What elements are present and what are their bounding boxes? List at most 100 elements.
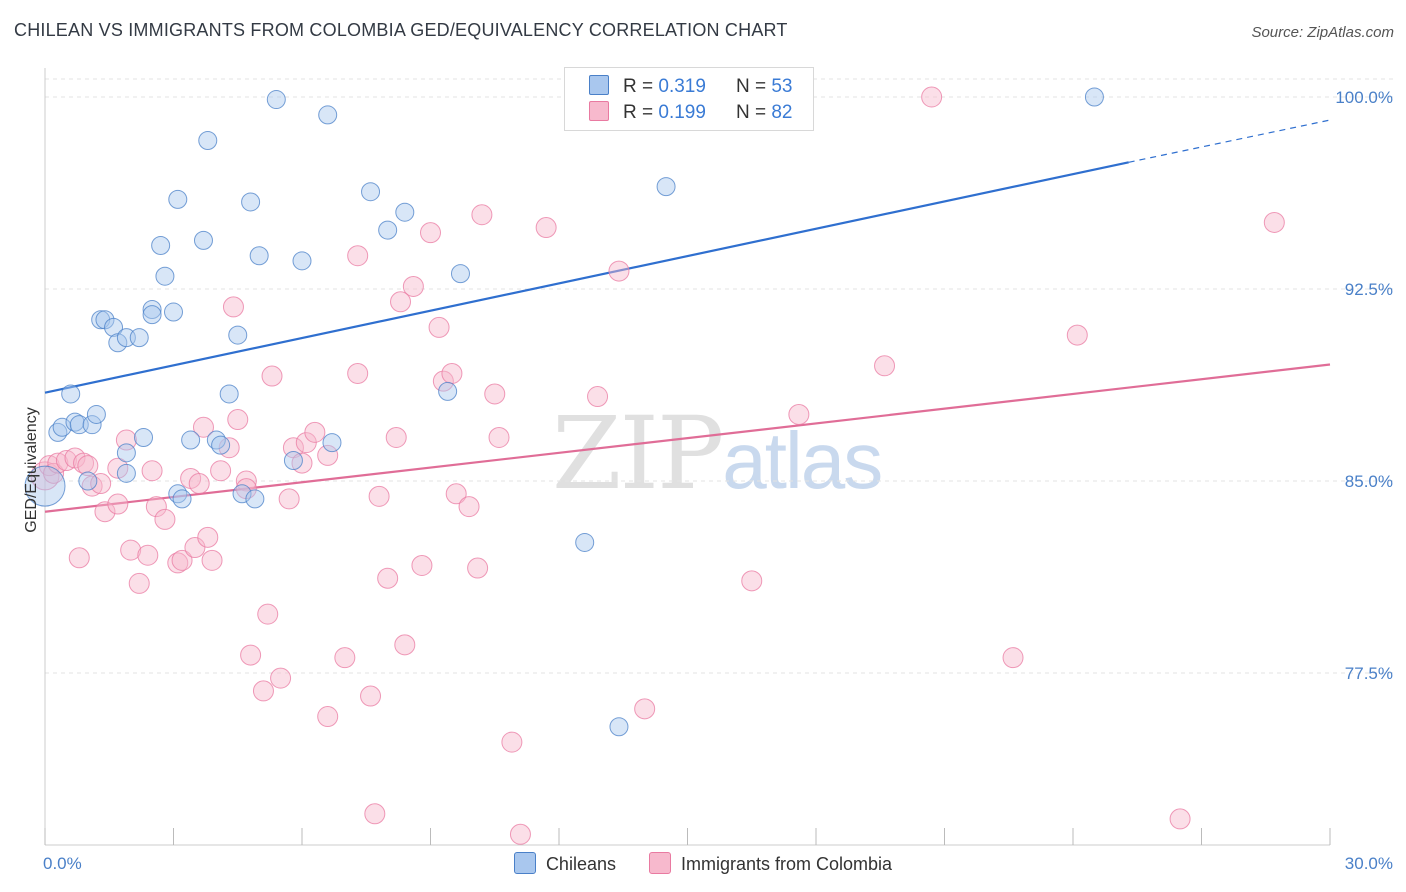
- chilean-point: [266, 90, 286, 110]
- legend-row-chileans: R = 0.319 N = 53: [589, 75, 792, 101]
- colombia-point: [385, 426, 407, 448]
- colombia-point: [441, 362, 463, 384]
- data-points: [24, 86, 1285, 845]
- colombia-point: [368, 485, 390, 507]
- chilean-point: [181, 430, 201, 450]
- chilean-point: [82, 415, 102, 435]
- legend-r-value: 0.199: [658, 102, 706, 123]
- colombia-point: [921, 86, 943, 108]
- chilean-trend-extension: [1128, 119, 1331, 163]
- colombia-point: [192, 416, 214, 438]
- chilean-point: [134, 427, 154, 447]
- legend-swatch-colombia: [649, 852, 671, 874]
- legend-n-value: 53: [771, 76, 793, 97]
- legend-swatch-chileans: [513, 852, 536, 874]
- chilean-point: [86, 404, 106, 424]
- chilean-point: [116, 463, 136, 483]
- chilean-point: [164, 302, 183, 322]
- colombia-point: [587, 386, 609, 408]
- chilean-point: [219, 384, 239, 404]
- y-tick-label: 92.5%: [1345, 280, 1393, 299]
- correlation-legend: R = 0.319 N = 53 R = 0.199 N = 82: [564, 67, 814, 131]
- chilean-trend-line: [44, 161, 1129, 394]
- colombia-point: [252, 680, 274, 702]
- chilean-point: [155, 266, 175, 286]
- y-tick-label: 85.0%: [1345, 472, 1393, 491]
- legend-r-label: R =: [623, 76, 654, 97]
- colombia-point: [304, 421, 326, 443]
- colombia-point: [390, 291, 412, 313]
- colombia-point: [364, 803, 386, 825]
- chilean-point: [1084, 87, 1104, 107]
- colombia-point: [334, 647, 356, 669]
- chilean-point: [450, 264, 470, 284]
- chilean-point: [361, 182, 381, 202]
- colombia-point: [128, 572, 150, 594]
- colombia-point: [1169, 808, 1191, 830]
- colombia-point: [68, 547, 90, 569]
- legend-swatch-chileans: [589, 75, 609, 95]
- x-tick-label: 30.0%: [1345, 854, 1393, 873]
- colombia-point: [222, 296, 244, 318]
- x-tick-label: 0.0%: [43, 854, 82, 873]
- chilean-point: [168, 189, 188, 209]
- colombia-point: [634, 698, 656, 720]
- chilean-point: [211, 435, 231, 455]
- colombia-point: [535, 217, 557, 239]
- chilean-point: [322, 433, 342, 453]
- colombia-point: [1066, 324, 1088, 346]
- colombia-point: [394, 634, 416, 656]
- chilean-point: [249, 246, 269, 266]
- colombia-point: [227, 409, 249, 431]
- legend-item-chileans[interactable]: Chileans: [513, 852, 616, 875]
- colombia-point: [874, 355, 896, 377]
- watermark-zip: ZIP: [552, 395, 724, 512]
- gridlines: [45, 78, 1395, 674]
- colombia-point: [467, 557, 489, 579]
- colombia-point: [608, 260, 630, 282]
- colombia-point: [145, 496, 167, 518]
- colombia-point: [240, 644, 262, 666]
- colombia-point: [428, 316, 450, 338]
- colombia-point: [741, 570, 763, 592]
- colombia-point: [347, 245, 369, 267]
- legend-label-chileans: Chileans: [545, 854, 616, 874]
- series-legend: Chileans Immigrants from Colombia: [0, 852, 1406, 875]
- colombia-point: [107, 493, 129, 515]
- legend-swatch-colombia: [589, 101, 609, 121]
- colombia-point: [1263, 211, 1285, 233]
- chilean-point: [232, 484, 252, 504]
- axis-labels: 100.0% 92.5% 85.0% 77.5% 0.0% 30.0% GED/Equiva…: [23, 88, 1393, 873]
- colombia-point: [1002, 647, 1024, 669]
- chilean-point: [198, 131, 218, 151]
- colombia-point: [402, 275, 424, 297]
- chilean-point: [129, 328, 149, 348]
- colombia-point: [458, 496, 480, 518]
- colombia-point: [77, 455, 99, 477]
- legend-r-value: 0.319: [658, 76, 706, 97]
- colombia-point: [432, 370, 454, 392]
- legend-item-colombia[interactable]: Immigrants from Colombia: [649, 852, 892, 875]
- chilean-point: [61, 384, 81, 404]
- colombia-point: [188, 473, 210, 495]
- colombia-trend-line: [44, 363, 1331, 513]
- colombia-point: [411, 554, 433, 576]
- legend-n-label: N =: [735, 76, 767, 97]
- colombia-point: [317, 706, 339, 728]
- colombia-point: [420, 222, 441, 244]
- chilean-point: [318, 105, 338, 125]
- colombia-point: [270, 667, 292, 689]
- chilean-point: [142, 299, 162, 319]
- colombia-point: [257, 603, 279, 625]
- chilean-point: [656, 177, 676, 197]
- colombia-point: [509, 823, 531, 845]
- colombia-point: [107, 457, 129, 479]
- chilean-point: [228, 325, 248, 345]
- y-tick-label: 100.0%: [1335, 88, 1393, 107]
- chilean-point: [245, 489, 265, 509]
- colombia-point: [501, 731, 523, 753]
- colombia-point: [184, 537, 206, 559]
- chilean-point: [78, 471, 98, 491]
- colombia-point: [90, 473, 112, 495]
